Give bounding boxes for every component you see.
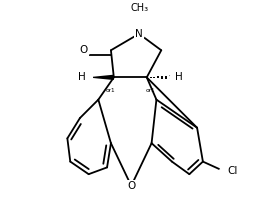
Text: or1: or1: [105, 88, 115, 93]
Text: N: N: [135, 29, 143, 39]
Text: O: O: [80, 45, 88, 55]
Text: O: O: [127, 181, 135, 191]
Polygon shape: [87, 75, 114, 80]
Text: Cl: Cl: [228, 166, 238, 176]
Text: H: H: [175, 72, 183, 82]
Text: CH₃: CH₃: [131, 4, 149, 13]
Text: H: H: [78, 72, 86, 82]
Text: or1: or1: [146, 88, 155, 93]
